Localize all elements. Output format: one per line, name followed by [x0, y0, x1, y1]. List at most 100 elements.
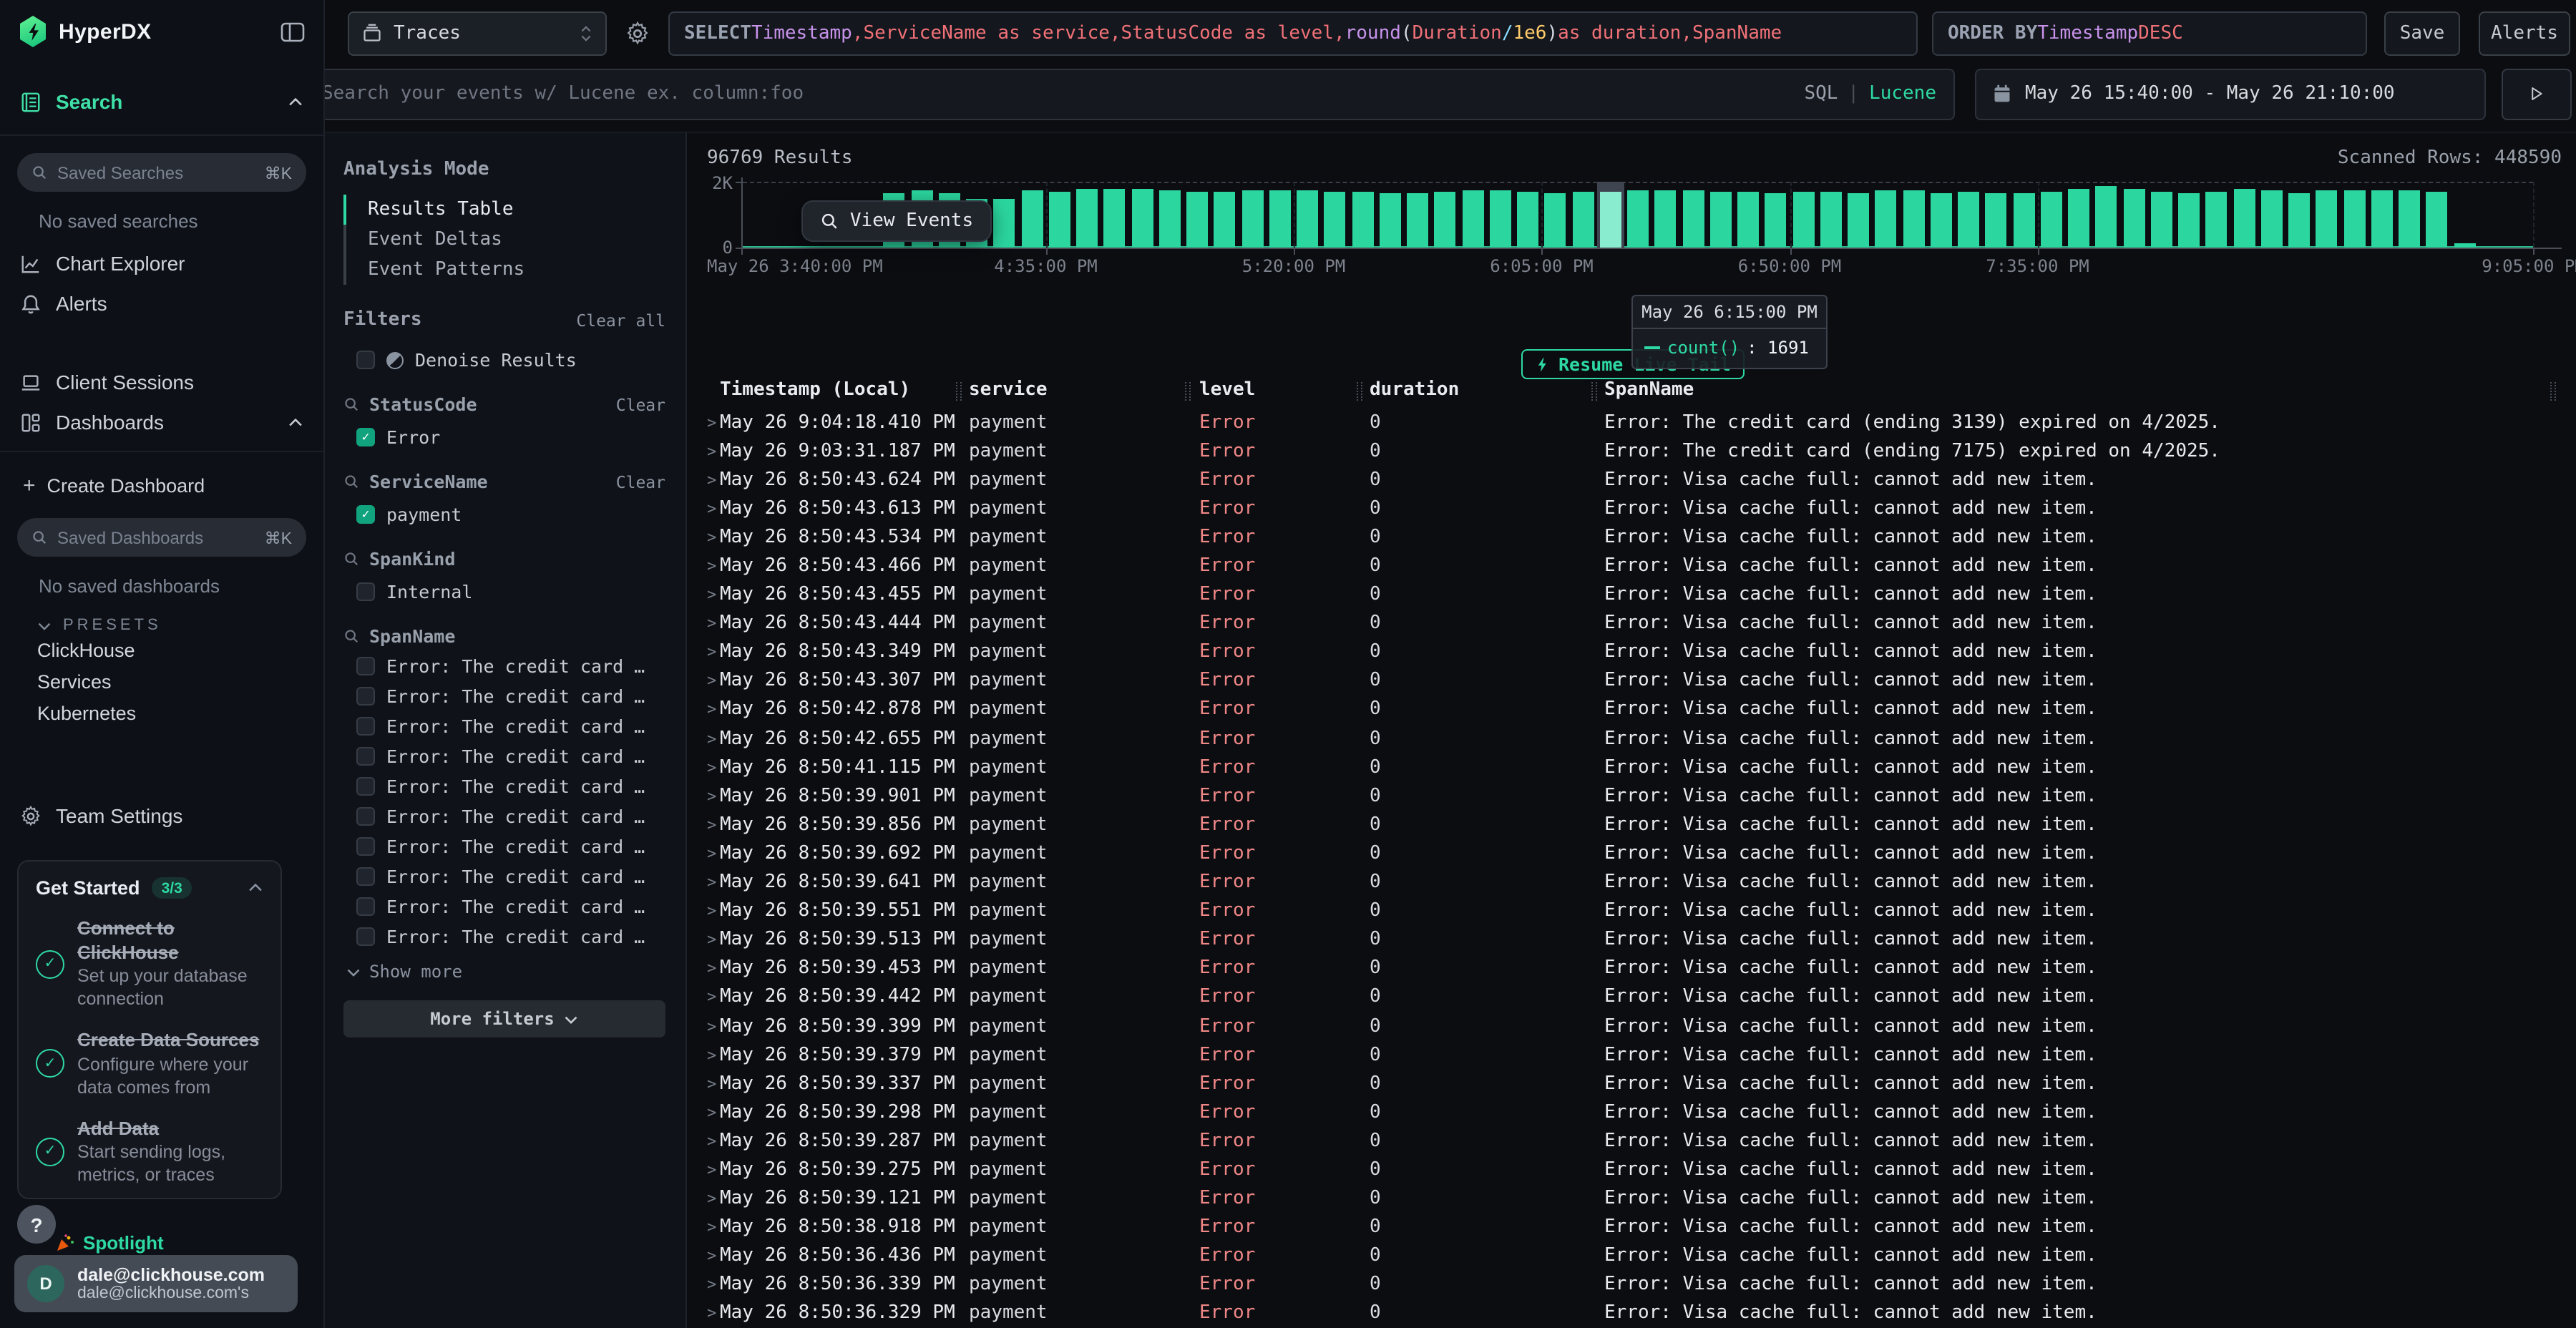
filter-option[interactable]: ✓Error: [343, 426, 686, 448]
analysis-mode-event-deltas[interactable]: Event Deltas: [343, 225, 686, 255]
expand-chevron-icon[interactable]: >: [707, 729, 720, 748]
sidebar-item-search[interactable]: Search: [0, 77, 323, 126]
expand-chevron-icon[interactable]: >: [707, 1276, 720, 1294]
sidebar-item-dashboards[interactable]: Dashboards: [0, 402, 323, 442]
expand-chevron-icon[interactable]: >: [707, 413, 720, 431]
chevron-up-icon[interactable]: [288, 97, 303, 107]
table-row[interactable]: >May 26 8:50:38.918 PMpaymentError0Error…: [687, 1213, 2576, 1241]
expand-chevron-icon[interactable]: >: [707, 787, 720, 806]
histogram-bar[interactable]: [1159, 190, 1181, 248]
table-row[interactable]: >May 26 8:50:42.655 PMpaymentError0Error…: [687, 724, 2576, 753]
sidebar-item-chart-explorer[interactable]: Chart Explorer: [0, 243, 323, 283]
column-resize-handle[interactable]: [1357, 382, 1362, 401]
histogram-bar[interactable]: [2041, 192, 2062, 248]
expand-chevron-icon[interactable]: >: [707, 1218, 720, 1236]
expand-chevron-icon[interactable]: >: [707, 1189, 720, 1208]
histogram-bar[interactable]: [1049, 192, 1070, 248]
saved-dashboards-input[interactable]: Saved Dashboards ⌘K: [17, 518, 306, 557]
checkbox[interactable]: [356, 837, 375, 856]
histogram-bar[interactable]: [2343, 191, 2365, 248]
checkbox[interactable]: [356, 927, 375, 946]
table-row[interactable]: >May 26 8:50:36.436 PMpaymentError0Error…: [687, 1241, 2576, 1270]
histogram-bar[interactable]: [2068, 190, 2089, 248]
histogram-bar[interactable]: [1572, 192, 1594, 248]
column-header-spanname[interactable]: SpanName: [1604, 379, 1694, 401]
run-query-button[interactable]: [2502, 68, 2572, 119]
histogram-bar[interactable]: [1407, 193, 1428, 248]
analysis-mode-results-table[interactable]: Results Table: [343, 195, 686, 225]
histogram-bar[interactable]: [2151, 191, 2172, 248]
histogram-bar[interactable]: [1269, 190, 1291, 248]
table-row[interactable]: >May 26 8:50:43.444 PMpaymentError0Error…: [687, 609, 2576, 638]
preset-dashboard-kubernetes[interactable]: Kubernetes: [0, 697, 323, 728]
filter-option[interactable]: Error: The credit card …: [343, 716, 686, 737]
expand-chevron-icon[interactable]: >: [707, 988, 720, 1007]
get-started-step[interactable]: ✓Add DataStart sending logs, metrics, or…: [36, 1117, 263, 1186]
filter-option[interactable]: Error: The credit card …: [343, 866, 686, 887]
checkbox[interactable]: [356, 897, 375, 916]
column-resize-handle[interactable]: [1185, 382, 1191, 401]
filter-option[interactable]: Internal: [343, 581, 686, 602]
help-button[interactable]: ?: [17, 1205, 56, 1244]
histogram-bar[interactable]: [1214, 192, 1236, 248]
histogram-bar[interactable]: [2013, 194, 2034, 248]
histogram-bar[interactable]: [1986, 192, 2007, 248]
checkbox[interactable]: [356, 687, 375, 706]
chevron-up-icon[interactable]: [248, 883, 263, 893]
event-search-input[interactable]: Search your events w/ Lucene ex. column:…: [303, 68, 1955, 119]
expand-chevron-icon[interactable]: >: [707, 1045, 720, 1064]
table-row[interactable]: >May 26 8:50:39.298 PMpaymentError0Error…: [687, 1098, 2576, 1127]
histogram-bar[interactable]: [2178, 194, 2200, 248]
histogram-bar[interactable]: [1820, 192, 1842, 248]
source-select[interactable]: Traces: [348, 11, 607, 55]
table-row[interactable]: >May 26 8:50:43.466 PMpaymentError0Error…: [687, 552, 2576, 580]
preset-dashboard-clickhouse[interactable]: ClickHouse: [0, 634, 323, 665]
histogram-bar[interactable]: [1490, 190, 1511, 248]
histogram-bar[interactable]: [1462, 191, 1483, 248]
filter-option[interactable]: Error: The credit card …: [343, 836, 686, 857]
expand-chevron-icon[interactable]: >: [707, 816, 720, 834]
get-started-step[interactable]: ✓Connect to ClickHouseSet up your databa…: [36, 917, 263, 1010]
table-row[interactable]: >May 26 8:50:39.641 PMpaymentError0Error…: [687, 868, 2576, 897]
checkbox[interactable]: [356, 747, 375, 766]
filter-option[interactable]: Error: The credit card …: [343, 806, 686, 827]
clear-all-filters-link[interactable]: Clear all: [576, 310, 665, 330]
expand-chevron-icon[interactable]: >: [707, 672, 720, 690]
lucene-mode-toggle[interactable]: Lucene: [1869, 83, 1936, 104]
histogram-bar[interactable]: [2288, 192, 2310, 248]
histogram-bar[interactable]: [1131, 190, 1153, 248]
filter-option[interactable]: Error: The credit card …: [343, 685, 686, 707]
table-row[interactable]: >May 26 8:50:43.455 PMpaymentError0Error…: [687, 580, 2576, 609]
table-row[interactable]: >May 26 8:50:39.692 PMpaymentError0Error…: [687, 839, 2576, 868]
histogram-bar[interactable]: [1076, 189, 1098, 248]
chevron-up-icon[interactable]: [288, 417, 303, 427]
table-row[interactable]: >May 26 8:50:43.349 PMpaymentError0Error…: [687, 638, 2576, 667]
select-clause-editor[interactable]: SELECT Timestamp, ServiceName as service…: [668, 11, 1918, 55]
histogram-bar[interactable]: [2123, 188, 2145, 248]
checkbox[interactable]: ✓: [356, 428, 375, 446]
table-row[interactable]: >May 26 8:50:43.624 PMpaymentError0Error…: [687, 465, 2576, 494]
histogram-bar[interactable]: [1710, 191, 1732, 248]
table-row[interactable]: >May 26 9:03:31.187 PMpaymentError0Error…: [687, 436, 2576, 465]
table-row[interactable]: >May 26 8:50:39.513 PMpaymentError0Error…: [687, 925, 2576, 954]
histogram-bar[interactable]: [2206, 192, 2228, 248]
expand-chevron-icon[interactable]: >: [707, 499, 720, 518]
table-row[interactable]: >May 26 8:50:43.613 PMpaymentError0Error…: [687, 494, 2576, 523]
checkbox[interactable]: [356, 582, 375, 601]
table-row[interactable]: >May 26 8:50:39.856 PMpaymentError0Error…: [687, 811, 2576, 839]
column-header-duration[interactable]: duration: [1370, 379, 1459, 401]
filter-option[interactable]: Error: The credit card …: [343, 896, 686, 917]
expand-chevron-icon[interactable]: >: [707, 557, 720, 575]
table-row[interactable]: >May 26 8:50:39.442 PMpaymentError0Error…: [687, 983, 2576, 1012]
save-button[interactable]: Save: [2384, 11, 2460, 55]
histogram-bar[interactable]: [1545, 192, 1566, 248]
histogram-bar[interactable]: [2426, 191, 2448, 248]
checkbox[interactable]: [356, 777, 375, 796]
expand-chevron-icon[interactable]: >: [707, 844, 720, 863]
histogram-bar[interactable]: [1875, 191, 1897, 248]
denoise-results-checkbox[interactable]: Denoise Results: [343, 349, 686, 371]
column-resize-handle[interactable]: [1591, 382, 1597, 401]
table-row[interactable]: >May 26 8:50:39.453 PMpaymentError0Error…: [687, 954, 2576, 983]
view-events-button[interactable]: View Events: [801, 200, 992, 242]
histogram-bar[interactable]: [2316, 190, 2338, 248]
